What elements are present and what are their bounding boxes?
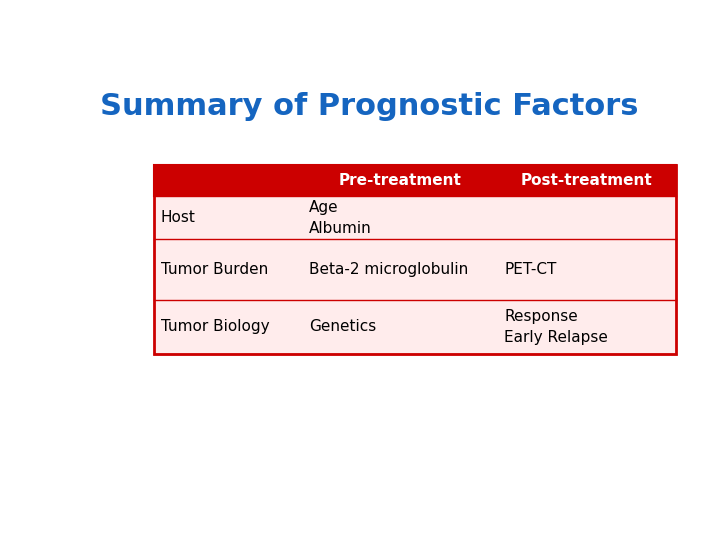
Bar (154, 239, 676, 300)
Text: PET-CT: PET-CT (504, 262, 557, 277)
Text: Pre-treatment: Pre-treatment (338, 173, 461, 188)
Text: Genetics: Genetics (309, 319, 376, 334)
Bar (154, 165, 676, 354)
Text: Summary of Prognostic Factors: Summary of Prognostic Factors (100, 92, 638, 121)
Text: Response
Early Relapse: Response Early Relapse (504, 309, 608, 345)
Text: Tumor Burden: Tumor Burden (161, 262, 268, 277)
Text: Beta-2 microglobulin: Beta-2 microglobulin (309, 262, 468, 277)
Text: Post-treatment: Post-treatment (521, 173, 652, 188)
Bar (154, 196, 676, 239)
Text: Host: Host (161, 210, 196, 225)
Bar (154, 165, 676, 196)
Text: Age
Albumin: Age Albumin (309, 200, 372, 235)
Text: Tumor Biology: Tumor Biology (161, 319, 269, 334)
Bar (154, 300, 676, 354)
